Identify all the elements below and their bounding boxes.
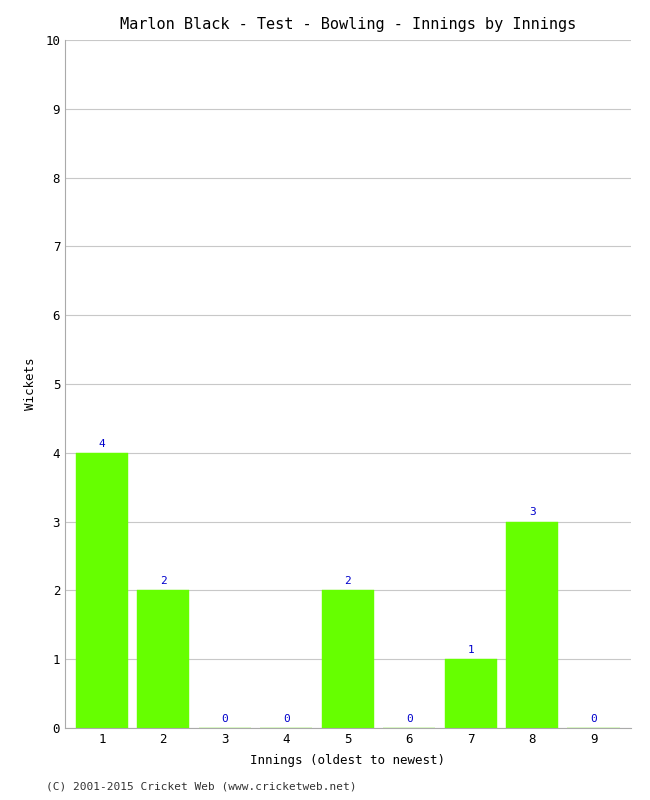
Bar	[137, 590, 189, 728]
Text: 3: 3	[529, 507, 536, 518]
Title: Marlon Black - Test - Bowling - Innings by Innings: Marlon Black - Test - Bowling - Innings …	[120, 17, 576, 32]
Bar	[76, 453, 128, 728]
Text: 0: 0	[222, 714, 228, 724]
Bar	[506, 522, 558, 728]
Text: 4: 4	[99, 438, 105, 449]
Text: 1: 1	[467, 645, 474, 655]
Text: 2: 2	[160, 576, 166, 586]
Y-axis label: Wickets: Wickets	[24, 358, 37, 410]
Text: 0: 0	[590, 714, 597, 724]
Text: 0: 0	[406, 714, 413, 724]
Text: 0: 0	[283, 714, 290, 724]
Bar	[322, 590, 374, 728]
Text: 2: 2	[344, 576, 351, 586]
Text: (C) 2001-2015 Cricket Web (www.cricketweb.net): (C) 2001-2015 Cricket Web (www.cricketwe…	[46, 782, 356, 792]
Bar	[445, 659, 497, 728]
X-axis label: Innings (oldest to newest): Innings (oldest to newest)	[250, 754, 445, 767]
